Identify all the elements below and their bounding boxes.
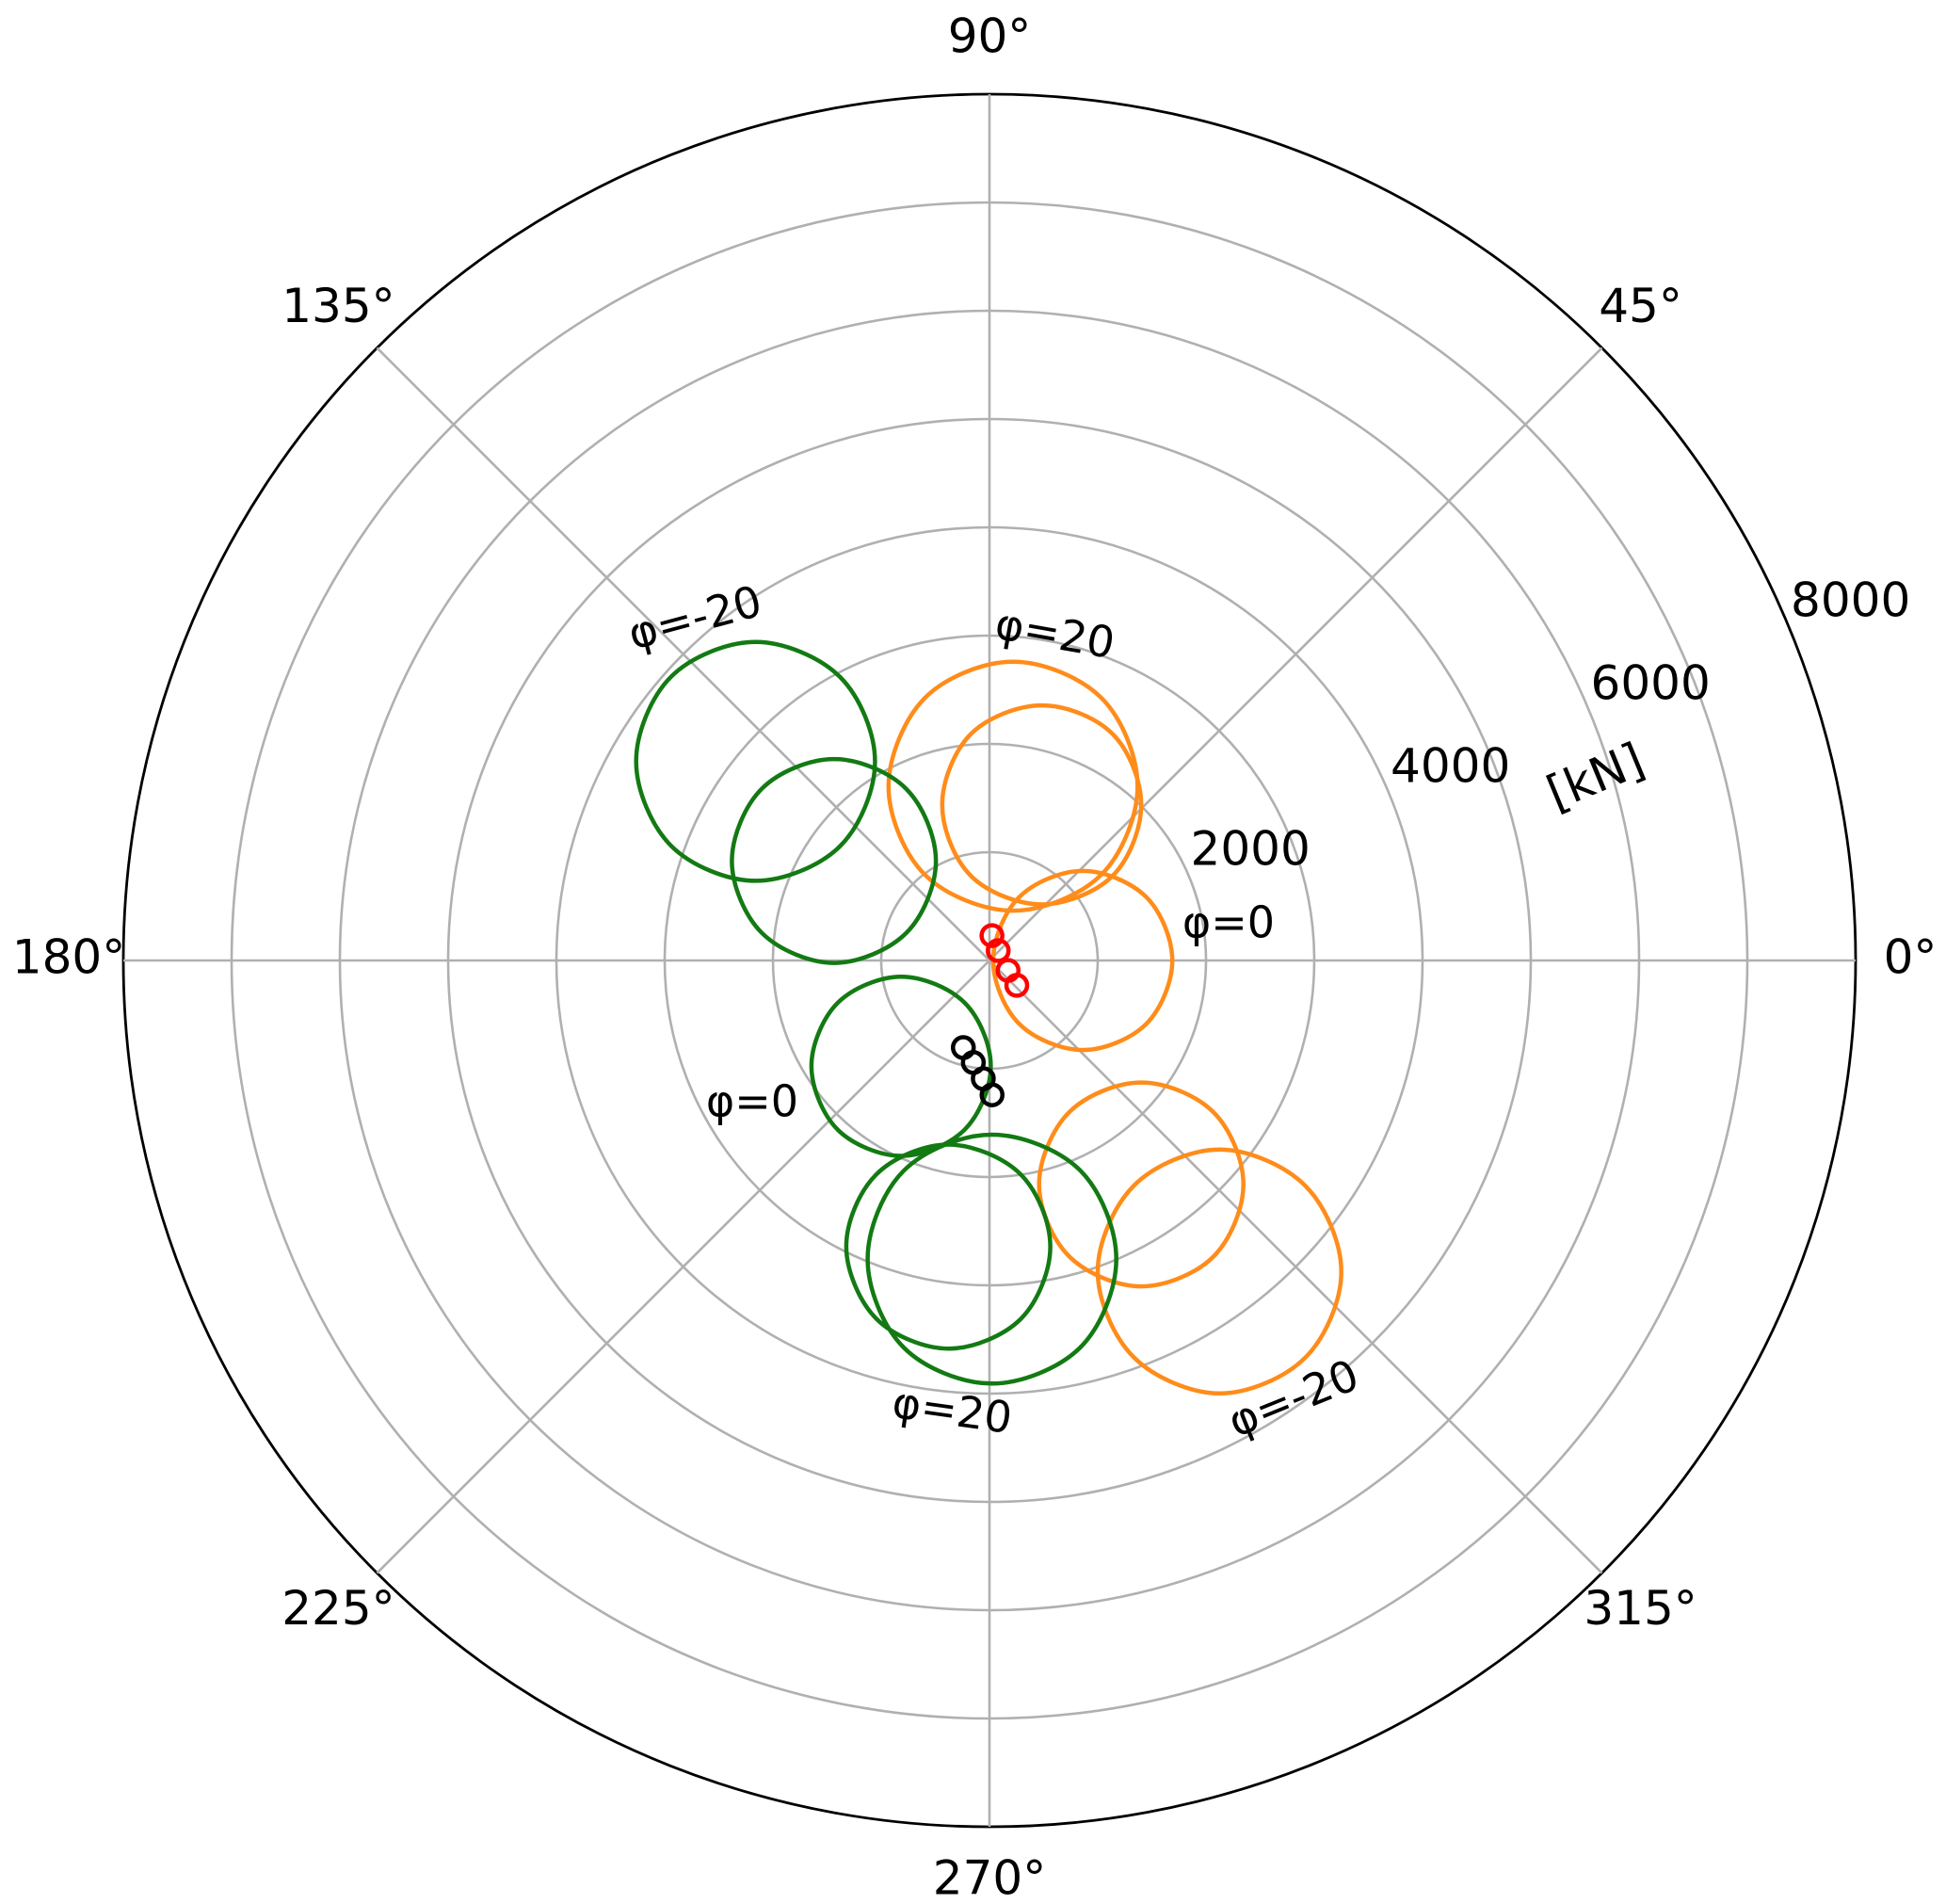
theta-tick-label: 225°	[281, 1581, 394, 1636]
r-tick-label: 4000	[1391, 739, 1510, 794]
r-axis-label: [kN]	[1539, 733, 1652, 821]
curve	[730, 756, 939, 965]
marker	[950, 1035, 976, 1060]
annotation: φ=-20	[623, 575, 767, 659]
curve	[886, 659, 1140, 913]
curve	[1037, 1080, 1246, 1289]
theta-tick-label: 270°	[933, 1851, 1046, 1904]
curve	[865, 1132, 1118, 1386]
labels-layer: 0° 45° 90° 135° 180° 225° 270° 315° 2000 4000 6000…	[12, 9, 1938, 1904]
annotation: φ=0	[1182, 897, 1275, 948]
theta-tick-label: 135°	[281, 279, 394, 333]
curve	[844, 1142, 1053, 1351]
annotation: φ=20	[991, 598, 1118, 669]
grid-spoke	[989, 347, 1603, 961]
theta-tick-label: 315°	[1584, 1581, 1697, 1636]
marker	[1004, 973, 1030, 998]
marker	[979, 923, 1005, 948]
curve	[1095, 1147, 1343, 1396]
theta-tick-label: 90°	[948, 9, 1032, 64]
r-tick-label: 8000	[1791, 573, 1910, 628]
r-tick-label: 2000	[1191, 822, 1311, 877]
marks-layer	[634, 639, 1343, 1396]
curve	[940, 702, 1144, 907]
marker	[985, 938, 1011, 963]
grid-layer	[121, 92, 1858, 1829]
grid-spoke	[376, 347, 990, 961]
annotation: φ=20	[890, 1377, 1016, 1444]
grid-spoke	[989, 960, 1603, 1574]
theta-tick-label: 45°	[1599, 279, 1682, 333]
curve	[634, 639, 877, 883]
r-tick-label: 6000	[1591, 656, 1711, 711]
theta-tick-label: 0°	[1884, 930, 1938, 985]
annotation: φ=-20	[1221, 1349, 1366, 1447]
grid-spoke	[376, 960, 990, 1574]
annotation: φ=0	[706, 1076, 798, 1127]
theta-tick-label: 180°	[12, 930, 125, 985]
marker	[979, 1082, 1005, 1107]
